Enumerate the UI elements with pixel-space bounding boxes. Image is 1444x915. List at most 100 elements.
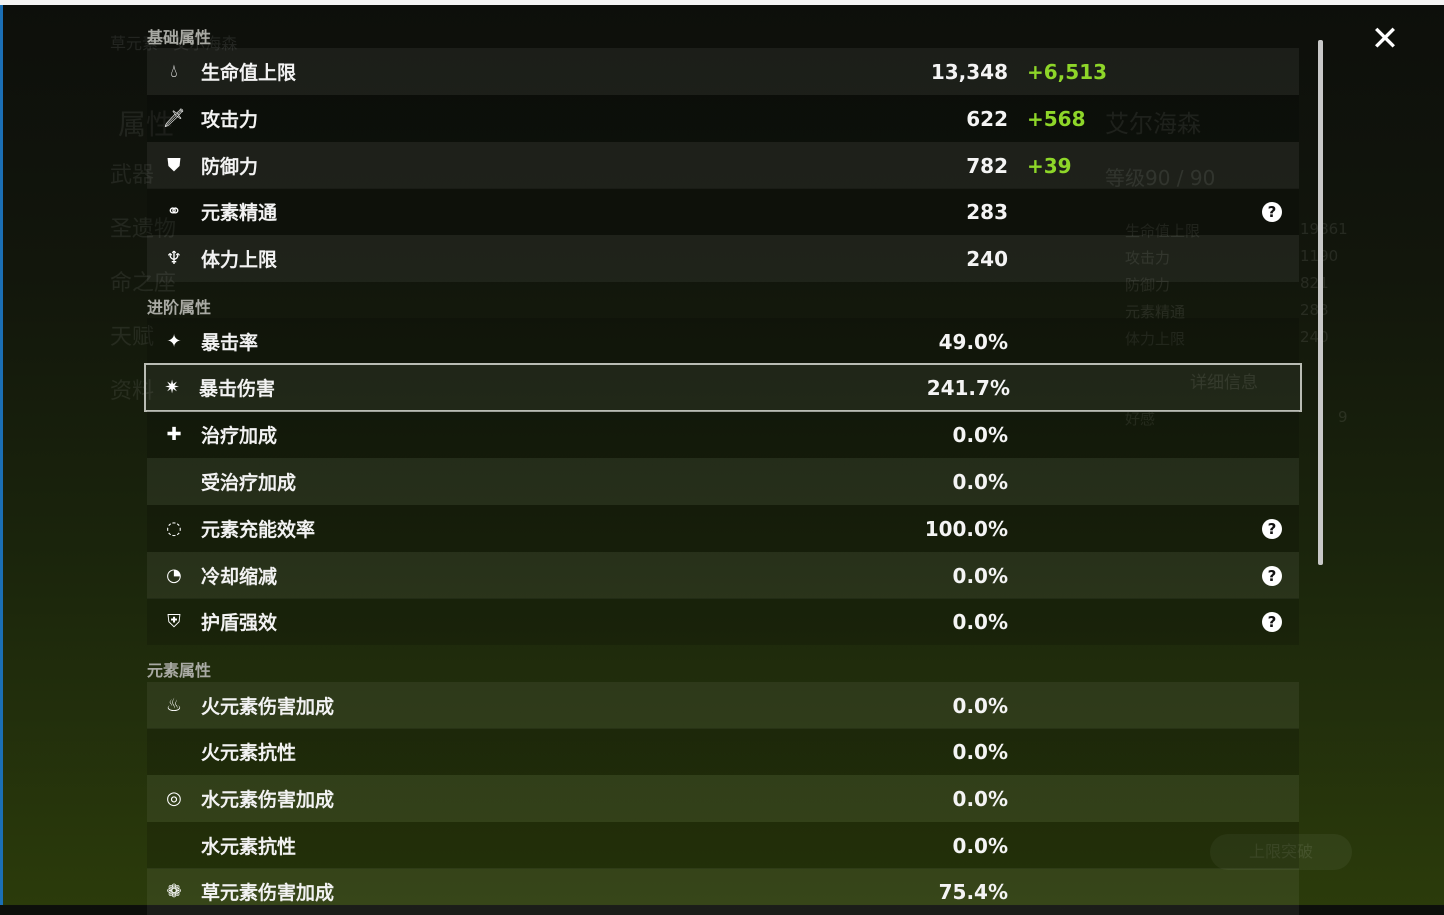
stat-name: 水元素抗性 (201, 836, 297, 858)
window-top-bar (0, 0, 1444, 5)
stat-row[interactable]: 💧︎ 生命值上限 13,348 +6,513 (147, 48, 1299, 95)
stat-row[interactable]: ✦ 暴击率 49.0% (147, 318, 1299, 365)
stat-value: 100.0% (924, 516, 1008, 541)
nav-item[interactable]: 属性 (118, 108, 175, 141)
stat-row[interactable]: ⚭ 元素精通 283? (147, 188, 1299, 235)
stat-bonus: +568 (1027, 106, 1086, 131)
cooldown-icon: ◔ (166, 565, 182, 586)
section-title: 基础属性 (147, 28, 212, 47)
stat-row[interactable]: ⛨ 护盾强效 0.0%? (147, 598, 1299, 645)
stat-name: 体力上限 (201, 249, 278, 271)
energy-recharge-icon: ◌ (166, 518, 182, 539)
stat-value: 75.4% (938, 879, 1008, 904)
shield-icon: ⛊ (167, 155, 181, 176)
stat-bonus: +6,513 (1027, 59, 1108, 84)
mini-stat-label: 元素精通 (1125, 303, 1186, 321)
close-button[interactable]: ✕ (1370, 19, 1400, 59)
stat-name: 火元素抗性 (201, 742, 297, 764)
mini-stat-value: 821 (1300, 274, 1329, 292)
pyro-icon: ♨ (165, 695, 183, 716)
stat-value: 13,348 (930, 59, 1008, 84)
mini-stat-label: 防御力 (1125, 276, 1171, 294)
stat-value: 0.0% (952, 693, 1008, 718)
stat-name: 暴击率 (201, 332, 259, 354)
stat-name: 水元素伤害加成 (201, 789, 335, 811)
crit-dmg-icon: ✷ (164, 377, 180, 398)
dendro-icon: ❁ (166, 881, 182, 902)
mini-stat-label: 生命值上限 (1125, 222, 1201, 240)
nav-item[interactable]: 资料 (110, 379, 155, 404)
section-title: 进阶属性 (147, 298, 212, 317)
stat-row[interactable]: 受治疗加成 0.0% (147, 458, 1299, 505)
mini-stat-value: 240 (1300, 328, 1329, 346)
stat-row[interactable]: ♆ 体力上限 240 (147, 235, 1299, 282)
stat-value: 0.0% (952, 833, 1008, 858)
help-icon[interactable]: ? (1262, 565, 1282, 586)
scrollbar[interactable] (1318, 40, 1323, 565)
stat-row[interactable]: ✷ 暴击伤害 241.7% (144, 363, 1302, 412)
stat-name: 元素精通 (201, 202, 278, 224)
stat-value: 0.0% (952, 563, 1008, 588)
stat-row[interactable]: 火元素抗性 0.0% (147, 728, 1299, 775)
healing-cross-icon: ✚ (166, 424, 182, 445)
nav-item[interactable]: 命之座 (110, 271, 177, 296)
stat-row[interactable]: ◔ 冷却缩减 0.0%? (147, 552, 1299, 599)
mini-stat-label: 体力上限 (1125, 330, 1186, 348)
window-edge (0, 5, 3, 905)
friendship-label: 好感 (1125, 410, 1156, 428)
stat-value: 0.0% (952, 422, 1008, 447)
stat-name: 生命值上限 (201, 62, 297, 84)
stat-value: 283 (966, 199, 1008, 224)
hydro-icon: ◎ (166, 788, 182, 809)
mini-stat-label: 攻击力 (1125, 249, 1171, 267)
ascend-button[interactable]: 上限突破 (1210, 834, 1352, 870)
friendship-value: 9 (1338, 408, 1348, 426)
stat-value: 782 (966, 153, 1008, 178)
stat-value: 0.0% (952, 609, 1008, 634)
help-icon[interactable]: ? (1262, 201, 1282, 222)
stat-value: 0.0% (952, 786, 1008, 811)
character-level: 等级90 / 90 (1105, 166, 1216, 190)
character-name: 艾尔海森 (1105, 110, 1201, 138)
stat-value: 0.0% (952, 739, 1008, 764)
stat-name: 护盾强效 (201, 612, 278, 634)
elemental-mastery-icon: ⚭ (166, 201, 182, 222)
stat-name: 火元素伤害加成 (201, 696, 335, 718)
stat-name: 暴击伤害 (199, 378, 276, 400)
mini-stat-value: 283 (1300, 301, 1329, 319)
stat-value: 240 (966, 246, 1008, 271)
stat-row[interactable]: ⛊ 防御力 782 +39 (147, 142, 1299, 189)
stat-bonus: +39 (1027, 153, 1072, 178)
hp-drop-icon: 💧︎ (170, 61, 178, 82)
section-title: 元素属性 (147, 661, 212, 680)
nav-item[interactable]: 天赋 (110, 325, 155, 350)
stat-value: 0.0% (952, 469, 1008, 494)
help-icon[interactable]: ? (1262, 518, 1282, 539)
stat-name: 受治疗加成 (201, 472, 297, 494)
nav-item[interactable]: 武器 (110, 163, 155, 188)
crit-rate-icon: ✦ (166, 331, 182, 352)
shield-strength-icon: ⛨ (167, 611, 181, 632)
help-icon[interactable]: ? (1262, 611, 1282, 632)
stat-name: 草元素伤害加成 (201, 882, 335, 904)
stat-value: 49.0% (938, 329, 1008, 354)
stat-row[interactable]: 🗡︎ 攻击力 622 +568 (147, 95, 1299, 142)
stat-row[interactable]: ♨ 火元素伤害加成 0.0% (147, 682, 1299, 729)
sword-icon: 🗡︎ (162, 108, 186, 129)
stat-row[interactable]: ◎ 水元素伤害加成 0.0% (147, 775, 1299, 822)
stat-value: 622 (966, 106, 1008, 131)
nav-item[interactable]: 圣遗物 (110, 217, 177, 242)
stamina-icon: ♆ (165, 248, 183, 269)
stat-row[interactable]: ❁ 草元素伤害加成 75.4% (147, 868, 1299, 915)
stat-row[interactable]: 水元素抗性 0.0% (147, 822, 1299, 869)
mini-stat-value: 19861 (1300, 220, 1348, 238)
stat-value: 241.7% (926, 375, 1010, 400)
stat-name: 防御力 (201, 156, 259, 178)
stat-row[interactable]: ✚ 治疗加成 0.0% (147, 411, 1299, 458)
stat-row[interactable]: ◌ 元素充能效率 100.0%? (147, 505, 1299, 552)
stat-name: 元素充能效率 (201, 519, 316, 541)
stat-name: 攻击力 (201, 109, 259, 131)
details-button[interactable]: 详细信息 (1190, 373, 1258, 393)
element-title: 草元素 · 艾尔海森 (110, 34, 238, 53)
stat-name: 冷却缩减 (201, 566, 278, 588)
